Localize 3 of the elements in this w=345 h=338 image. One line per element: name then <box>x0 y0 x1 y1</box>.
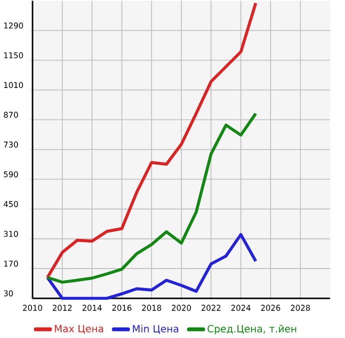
legend-label: Сред.Цена, т.йен <box>208 324 296 335</box>
legend-label: Min Цена <box>132 324 178 334</box>
legend-label: Max Цена <box>54 325 104 334</box>
